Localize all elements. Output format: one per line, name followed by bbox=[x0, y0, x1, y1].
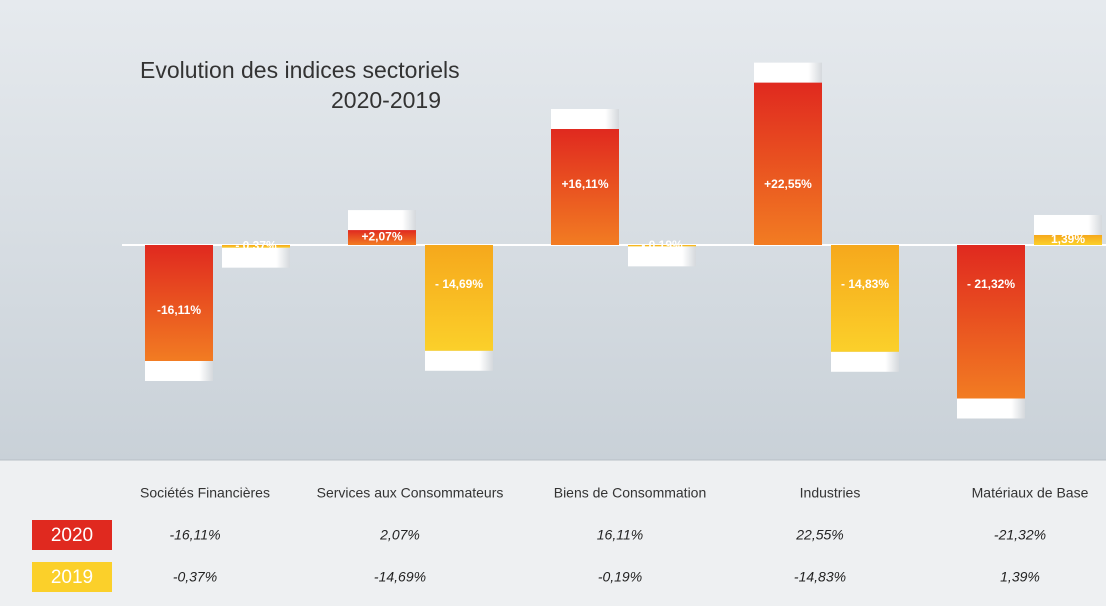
value-label: -16,11% bbox=[157, 303, 201, 317]
bar bbox=[628, 245, 696, 247]
bar bbox=[425, 245, 493, 351]
bar-cap bbox=[1034, 214, 1102, 235]
bar-cap bbox=[957, 398, 1025, 419]
bar bbox=[754, 82, 822, 245]
legend-swatch bbox=[32, 562, 112, 592]
table-cell: -0,37% bbox=[173, 569, 217, 585]
table-cell: 22,55% bbox=[795, 527, 843, 543]
table-cell: -21,32% bbox=[994, 527, 1046, 543]
value-label: +2,07% bbox=[361, 230, 402, 244]
value-label: - 14,83% bbox=[841, 277, 889, 291]
bar-cap bbox=[222, 247, 290, 268]
column-header: Sociétés Financières bbox=[140, 485, 270, 501]
value-label: - 0,19% bbox=[641, 238, 683, 252]
legend-label: 2020 bbox=[51, 525, 93, 546]
column-header: Industries bbox=[800, 485, 861, 501]
table-cell: -0,19% bbox=[598, 569, 642, 585]
table-cell: -14,69% bbox=[374, 569, 426, 585]
table-cell: -16,11% bbox=[169, 527, 220, 543]
bar bbox=[1034, 234, 1102, 245]
column-header: Services aux Consommateurs bbox=[317, 485, 504, 501]
bar-cap bbox=[145, 360, 213, 381]
column-header: Matériaux de Base bbox=[972, 485, 1089, 501]
bar-cap bbox=[348, 210, 416, 231]
bar bbox=[957, 245, 1025, 399]
bar-cap bbox=[831, 351, 899, 372]
bar-cap bbox=[628, 246, 696, 267]
value-label: - 21,32% bbox=[967, 277, 1015, 291]
bar bbox=[551, 129, 619, 245]
bar-cap bbox=[551, 109, 619, 130]
value-label: +22,55% bbox=[764, 177, 812, 191]
legend-label: 2019 bbox=[51, 567, 93, 588]
bar-cap bbox=[425, 350, 493, 371]
bar bbox=[222, 245, 290, 248]
chart-title: Evolution des indices sectoriels bbox=[140, 57, 460, 83]
bar bbox=[348, 230, 416, 245]
table-background bbox=[0, 460, 1106, 606]
bar bbox=[831, 245, 899, 352]
value-label: +16,11% bbox=[561, 177, 608, 191]
legend-swatch bbox=[32, 520, 112, 550]
table-cell: 2,07% bbox=[379, 527, 420, 543]
value-label: - 14,69% bbox=[435, 277, 483, 291]
bar-cap bbox=[754, 62, 822, 83]
table-cell: -14,83% bbox=[794, 569, 846, 585]
value-label: 1,39% bbox=[1051, 232, 1085, 246]
chart-subtitle: 2020-2019 bbox=[331, 87, 441, 113]
column-header: Biens de Consommation bbox=[554, 485, 707, 501]
bar bbox=[145, 245, 213, 361]
table-cell: 1,39% bbox=[1000, 569, 1040, 585]
table-cell: 16,11% bbox=[597, 527, 643, 543]
value-label: - 0,37% bbox=[235, 239, 277, 253]
